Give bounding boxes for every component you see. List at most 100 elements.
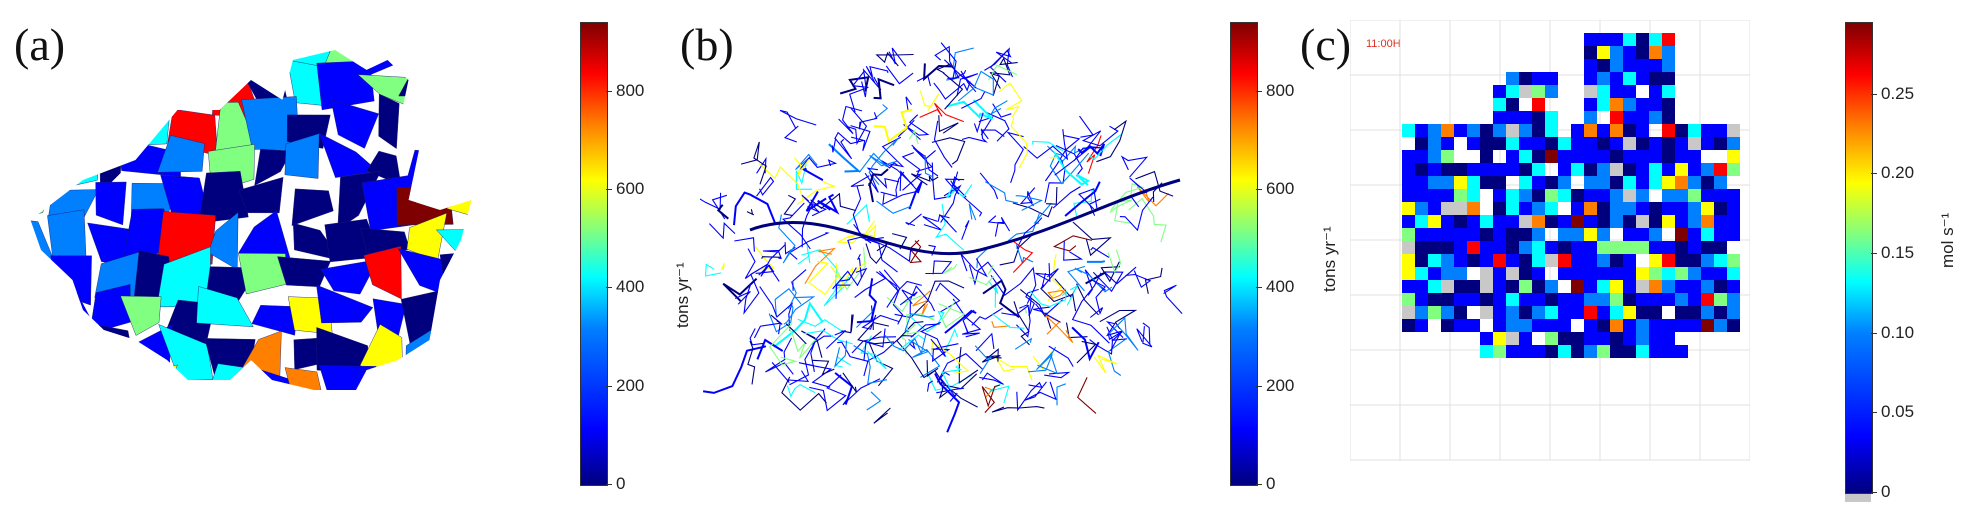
emission-grid-cell bbox=[1558, 241, 1571, 254]
road-segment bbox=[1010, 118, 1028, 169]
emission-grid-cell bbox=[1636, 189, 1649, 202]
emission-grid-cell bbox=[1441, 202, 1454, 215]
missing-data-swatch bbox=[1845, 494, 1871, 502]
emission-grid-cell bbox=[1467, 215, 1480, 228]
district-polygon bbox=[40, 372, 88, 390]
emission-grid-cell bbox=[1636, 163, 1649, 176]
road-segment bbox=[700, 192, 722, 211]
road-segment bbox=[860, 335, 887, 370]
district-polygon bbox=[40, 327, 96, 377]
road-segment bbox=[899, 289, 918, 306]
emission-grid-cell bbox=[1506, 332, 1519, 345]
road-segment bbox=[868, 168, 889, 203]
road-segment bbox=[978, 116, 994, 136]
emission-grid-cell bbox=[1610, 176, 1623, 189]
emission-grid-cell bbox=[1649, 332, 1662, 345]
colorbar-tick-mark bbox=[1256, 90, 1262, 92]
emission-grid-cell bbox=[1454, 124, 1467, 137]
emission-grid-cell bbox=[1727, 280, 1740, 293]
emission-grid-cell bbox=[1597, 254, 1610, 267]
emission-grid-cell bbox=[1532, 306, 1545, 319]
emission-grid-cell bbox=[1415, 215, 1428, 228]
colorbar-unit-c: mol s⁻¹ bbox=[1938, 212, 1957, 268]
road-segment bbox=[856, 278, 877, 324]
emission-grid-cell bbox=[1571, 124, 1584, 137]
emission-grid-cell bbox=[1649, 33, 1662, 46]
emission-grid-cell bbox=[1532, 228, 1545, 241]
emission-grid-cell bbox=[1727, 163, 1740, 176]
emission-grid-cell bbox=[1571, 306, 1584, 319]
emission-grid-cell bbox=[1402, 176, 1415, 189]
road-segment bbox=[831, 137, 853, 160]
emission-grid-cell bbox=[1623, 306, 1636, 319]
road-segment bbox=[830, 261, 867, 290]
road-segment bbox=[812, 359, 835, 376]
emission-grid-cell bbox=[1441, 254, 1454, 267]
emission-grid-cell bbox=[1675, 137, 1688, 150]
emission-grid-cell bbox=[1454, 280, 1467, 293]
road-segment bbox=[801, 330, 823, 358]
road-segment bbox=[935, 282, 961, 313]
emission-grid-cell bbox=[1623, 228, 1636, 241]
emission-grid-cell bbox=[1727, 137, 1740, 150]
road-segment bbox=[961, 220, 970, 240]
road-segment bbox=[991, 321, 1010, 328]
district-polygon bbox=[446, 174, 472, 222]
road-segment bbox=[1089, 134, 1122, 161]
road-segment bbox=[863, 328, 886, 361]
road-segment bbox=[801, 167, 824, 181]
emission-grid-cell bbox=[1597, 124, 1610, 137]
emission-grid-cell bbox=[1441, 137, 1454, 150]
road-segment bbox=[811, 328, 834, 345]
road-segment bbox=[865, 242, 889, 265]
emission-grid-cell bbox=[1636, 72, 1649, 85]
emission-grid-cell bbox=[1532, 85, 1545, 98]
emission-grid-cell bbox=[1610, 59, 1623, 72]
road-segment bbox=[931, 162, 960, 200]
emission-grid-cell bbox=[1467, 228, 1480, 241]
emission-grid-cell bbox=[1519, 202, 1532, 215]
road-segment bbox=[922, 63, 953, 82]
emission-grid-cell bbox=[1441, 241, 1454, 254]
road-segment bbox=[933, 120, 953, 168]
road-segment bbox=[839, 76, 870, 95]
road-segment bbox=[1110, 182, 1145, 211]
emission-grid-cell bbox=[1428, 215, 1441, 228]
road-segment bbox=[702, 345, 767, 394]
road-segment bbox=[792, 269, 807, 291]
emission-grid-cell bbox=[1727, 319, 1740, 332]
emission-grid-cell bbox=[1675, 176, 1688, 189]
emission-grid-cell bbox=[1623, 176, 1636, 189]
road-segment bbox=[720, 262, 725, 271]
emission-grid-cell bbox=[1519, 85, 1532, 98]
emission-grid-cell bbox=[1571, 241, 1584, 254]
emission-grid-cell bbox=[1519, 267, 1532, 280]
emission-grid-cell bbox=[1597, 293, 1610, 306]
road-segment bbox=[984, 386, 994, 398]
district-polygon bbox=[411, 50, 448, 79]
road-segment bbox=[867, 330, 894, 387]
emission-grid-cell bbox=[1493, 345, 1506, 358]
emission-grid-cell bbox=[1584, 72, 1597, 85]
road-segment bbox=[987, 215, 1011, 232]
emission-grid-cell bbox=[1623, 111, 1636, 124]
road-segment bbox=[968, 275, 995, 286]
emission-grid-cell bbox=[1662, 332, 1675, 345]
emission-grid-cell bbox=[1714, 228, 1727, 241]
road-segment bbox=[1019, 187, 1036, 207]
colorbar-tick-label: 200 bbox=[1266, 375, 1295, 395]
emission-grid-cell bbox=[1428, 150, 1441, 163]
road-segment bbox=[942, 263, 958, 275]
emission-grid-cell bbox=[1467, 202, 1480, 215]
road-segment bbox=[1066, 284, 1079, 306]
district-polygon bbox=[448, 337, 472, 362]
emission-grid-cell bbox=[1545, 319, 1558, 332]
emission-grid-cell bbox=[1506, 111, 1519, 124]
emission-grid-cell bbox=[1506, 280, 1519, 293]
emission-grid-cell bbox=[1532, 163, 1545, 176]
emission-grid-cell bbox=[1623, 332, 1636, 345]
road-segment bbox=[1077, 143, 1106, 157]
road-segment bbox=[809, 374, 847, 412]
road-segment bbox=[1144, 267, 1163, 294]
district-polygon bbox=[487, 378, 523, 412]
